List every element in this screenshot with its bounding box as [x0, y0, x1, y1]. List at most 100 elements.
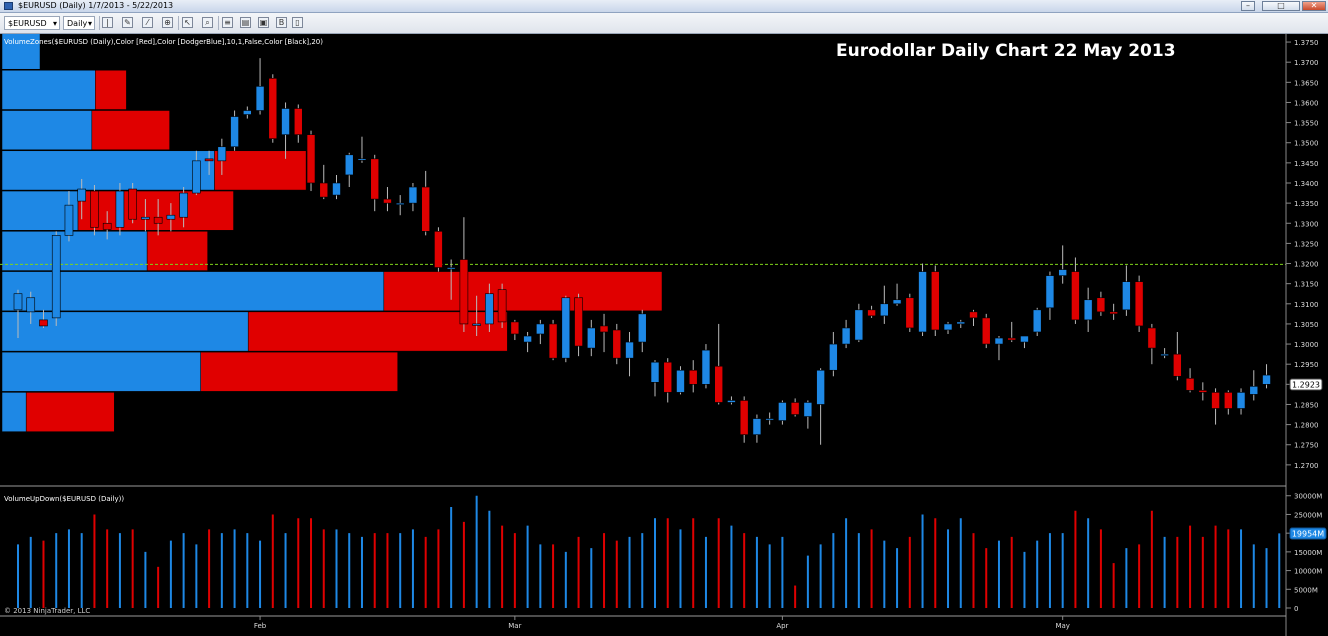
candle-body — [421, 186, 430, 232]
candle-body — [370, 158, 380, 200]
bar-spacing-icon[interactable]: B — [276, 17, 287, 28]
zoom-icon[interactable]: ⊕ — [162, 17, 173, 28]
candle-body — [293, 108, 303, 135]
candle-body — [943, 323, 953, 331]
volume-zones-indicator-label: VolumeZones($EURUSD (Daily),Color [Red],… — [4, 38, 323, 46]
volume-tick-label: 30000M — [1294, 493, 1322, 501]
pointer-icon[interactable]: ↖ — [182, 17, 193, 28]
chart-toolbar: $EURUSD ▾ Daily ▾ | ✎ ⁄ ⊕ ↖ ⌕ ≡ ▤ ▣ B ▯ — [0, 13, 1328, 34]
candle-body — [714, 365, 724, 403]
time-axis: Feb Mar Apr May — [254, 616, 1070, 630]
candle-body — [497, 289, 507, 323]
volume-zone-down — [77, 190, 234, 231]
data-box-icon[interactable]: ▯ — [292, 17, 303, 28]
volume-zone-down — [91, 110, 170, 151]
price-tick-label: 1.3300 — [1294, 220, 1319, 228]
candle-body — [268, 77, 278, 139]
candle-body — [752, 418, 762, 435]
candle-body — [408, 186, 418, 204]
price-tick-label: 1.3150 — [1294, 281, 1319, 289]
pencil-icon[interactable]: ✎ — [122, 17, 133, 28]
volume-zone-down — [25, 392, 115, 432]
price-tick-label: 1.3650 — [1294, 79, 1319, 87]
volume-tick-label: 15000M — [1294, 549, 1322, 557]
candle-body — [523, 335, 532, 343]
candle-body — [586, 327, 596, 349]
candle-body — [217, 146, 227, 162]
indicator-icon[interactable]: ▤ — [240, 17, 251, 28]
candle-body — [243, 110, 252, 115]
last-volume-label: 19954M — [1292, 530, 1324, 539]
maximize-icon[interactable]: □ — [1262, 1, 1300, 11]
candle-body — [357, 158, 367, 161]
candle-body — [727, 400, 736, 403]
minimize-icon[interactable]: – — [1241, 1, 1255, 11]
volume-indicator-label: VolumeUpDown($EURUSD (Daily)) — [4, 495, 124, 503]
candle-body — [1045, 275, 1055, 309]
price-tick-label: 1.2700 — [1294, 462, 1319, 470]
candle-body — [204, 158, 214, 162]
volume-zone-up — [1, 392, 27, 432]
title-bar: $EURUSD (Daily) 1/7/2013 - 5/22/2013 – □… — [0, 0, 1328, 13]
candle-body — [574, 297, 583, 347]
price-axis: 1.3750 1.3700 1.3650 1.3600 1.3550 1.3500 1.34… — [1286, 39, 1319, 470]
candle-body — [1058, 269, 1067, 276]
candle-body — [1032, 309, 1042, 333]
candle-body — [1198, 390, 1208, 393]
draw-tool-icon[interactable]: ⁄ — [142, 17, 153, 28]
candle-body — [1211, 392, 1220, 409]
candle-body — [102, 222, 112, 230]
candle-body — [829, 343, 838, 371]
candle-body — [905, 297, 915, 329]
time-tick-label: Mar — [508, 622, 521, 630]
candle-body — [281, 108, 290, 135]
candle-body — [485, 293, 494, 325]
price-tick-label: 1.2800 — [1294, 422, 1319, 430]
candle-body — [319, 182, 329, 198]
chart-canvas[interactable]: 1.3750 1.3700 1.3650 1.3600 1.3550 1.3500 1.34… — [0, 34, 1328, 636]
zoom-in-icon[interactable]: ⌕ — [202, 17, 213, 28]
candle-body — [956, 321, 966, 325]
candle-body — [1185, 377, 1195, 391]
candle-body — [790, 402, 800, 415]
instrument-selector[interactable]: $EURUSD ▾ — [4, 16, 60, 30]
app-icon — [4, 2, 13, 10]
volume-zone-down — [383, 271, 663, 312]
candle-body — [841, 327, 851, 345]
window-title: $EURUSD (Daily) 1/7/2013 - 5/22/2013 — [18, 1, 174, 10]
candle-body — [816, 369, 825, 405]
candle-body — [561, 297, 571, 359]
period-selector[interactable]: Daily ▾ — [63, 16, 95, 30]
toolbar-separator — [218, 16, 219, 30]
price-tick-label: 1.3000 — [1294, 341, 1319, 349]
candle-body — [39, 319, 48, 327]
price-tick-label: 1.3400 — [1294, 180, 1319, 188]
toolbar-separator — [178, 16, 179, 30]
candle-body — [192, 160, 201, 194]
candle-body — [1173, 353, 1182, 377]
candle-body — [179, 192, 188, 218]
candle-body — [548, 323, 558, 359]
candle-body — [459, 259, 469, 325]
bar-type-icon[interactable]: | — [102, 17, 113, 28]
candle-body — [383, 198, 392, 204]
candle-body — [1083, 299, 1093, 321]
chart-properties-icon[interactable]: ▣ — [258, 17, 269, 28]
candle-body — [880, 303, 889, 317]
instrument-label: $EURUSD — [8, 19, 47, 28]
candle-body — [510, 321, 520, 335]
strategy-icon[interactable]: ≡ — [222, 17, 233, 28]
price-tick-label: 1.3700 — [1294, 59, 1319, 67]
candle-body — [1096, 297, 1106, 313]
volume-zone-down — [247, 311, 508, 352]
volume-zone-down — [214, 150, 307, 191]
price-tick-label: 1.3600 — [1294, 99, 1319, 107]
period-label: Daily — [67, 19, 88, 28]
price-tick-label: 1.3500 — [1294, 140, 1319, 148]
price-tick-label: 1.3750 — [1294, 39, 1319, 47]
volume-series — [17, 495, 1281, 608]
volume-tick-label: 10000M — [1294, 568, 1322, 576]
close-icon[interactable]: ✕ — [1302, 1, 1326, 11]
last-price-marker: 1.2923 — [1289, 378, 1323, 391]
